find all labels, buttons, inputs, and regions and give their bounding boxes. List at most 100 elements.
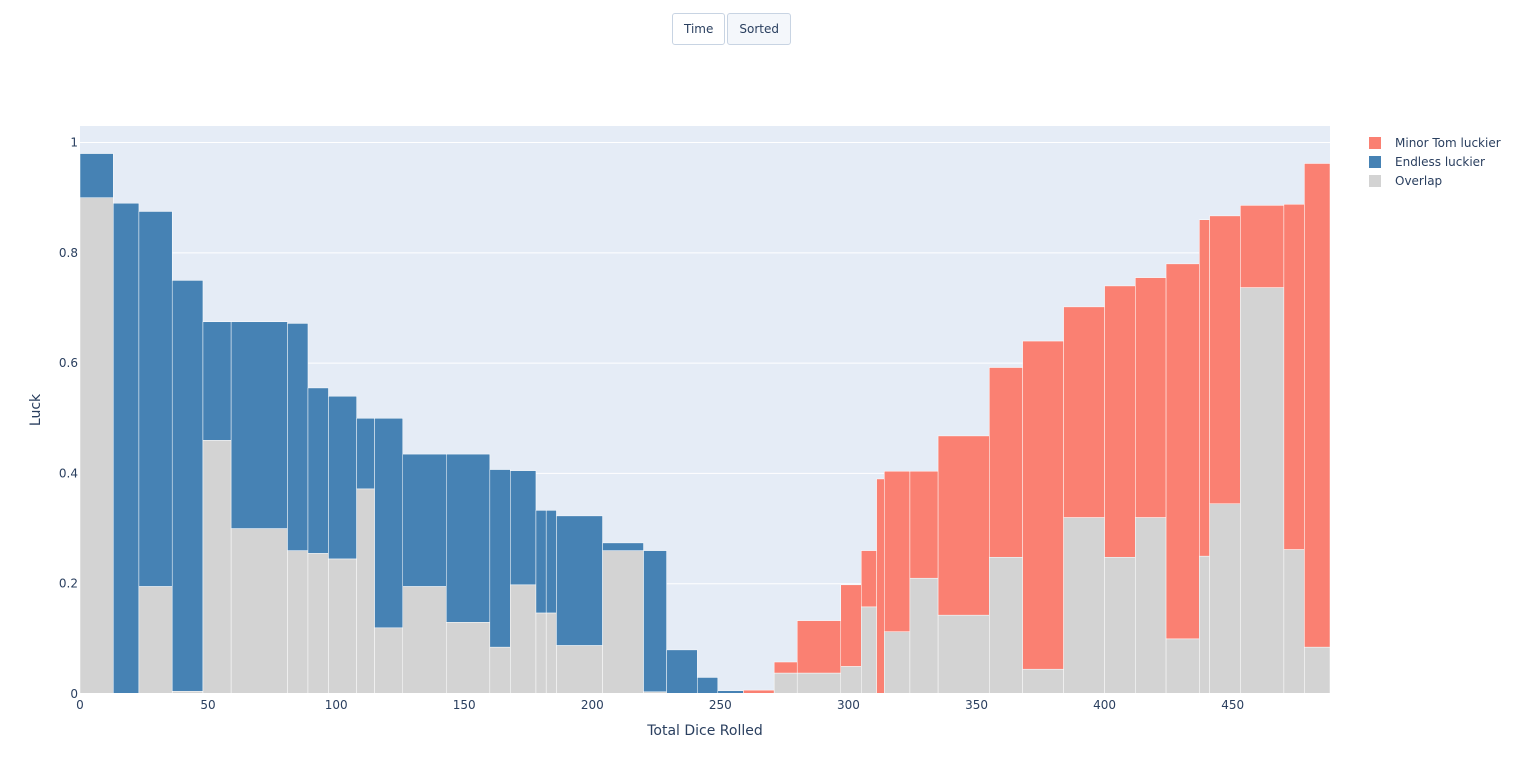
endless-bar[interactable] [535, 510, 547, 614]
minor-tom-bar[interactable] [1165, 263, 1200, 640]
legend-label-overlap: Overlap [1395, 173, 1443, 188]
overlap-bar[interactable] [545, 612, 557, 695]
y-tick-label: 0.6 [59, 356, 78, 370]
overlap-bar[interactable] [356, 488, 375, 695]
endless-bar[interactable] [374, 418, 403, 629]
x-tick-label: 350 [965, 698, 988, 712]
minor-tom-bar[interactable] [773, 661, 798, 674]
overlap-bar[interactable] [937, 614, 990, 695]
endless-bar[interactable] [643, 550, 667, 693]
minor-tom-bar[interactable] [796, 620, 842, 674]
legend-item-minor[interactable]: Minor Tom luckier [1369, 133, 1501, 152]
endless-bar[interactable] [356, 418, 375, 490]
view-toggle-group: Time Sorted [672, 13, 791, 45]
overlap-bar[interactable] [79, 197, 114, 695]
endless-bar[interactable] [697, 677, 719, 695]
minor-tom-bar[interactable] [1304, 163, 1331, 648]
endless-bar[interactable] [328, 395, 357, 560]
endless-bar[interactable] [510, 470, 537, 586]
x-tick-label: 300 [837, 698, 860, 712]
overlap-bar[interactable] [287, 550, 309, 695]
overlap-bar[interactable] [773, 672, 798, 695]
overlap-bar[interactable] [1304, 646, 1331, 695]
minor-tom-bar[interactable] [1022, 340, 1064, 670]
minor-tom-bar[interactable] [937, 435, 990, 616]
legend-item-endless[interactable]: Endless luckier [1369, 152, 1501, 171]
x-tick-label: 100 [325, 698, 348, 712]
x-tick-label: 400 [1093, 698, 1116, 712]
time-button[interactable]: Time [672, 13, 726, 45]
overlap-bar[interactable] [884, 631, 911, 695]
overlap-bar[interactable] [535, 612, 547, 695]
endless-bar[interactable] [556, 515, 603, 646]
overlap-bar[interactable] [602, 550, 644, 695]
y-axis-title: Luck [28, 393, 44, 426]
overlap-bar[interactable] [796, 672, 842, 695]
endless-bar[interactable] [602, 542, 644, 551]
legend-label-endless: Endless luckier [1395, 154, 1485, 169]
y-tick-label: 0.2 [59, 577, 78, 591]
endless-bar[interactable] [230, 321, 288, 529]
overlap-bar[interactable] [1165, 638, 1200, 695]
overlap-bar[interactable] [1209, 503, 1241, 695]
overlap-bar[interactable] [1240, 287, 1285, 695]
bars [79, 153, 1331, 695]
endless-bar[interactable] [666, 649, 698, 695]
endless-bar[interactable] [307, 387, 329, 554]
overlap-bar[interactable] [489, 646, 511, 695]
minor-tom-bar[interactable] [884, 470, 911, 632]
overlap-bar[interactable] [374, 627, 403, 695]
minor-tom-bar[interactable] [840, 584, 862, 667]
endless-bar[interactable] [287, 323, 309, 551]
minor-tom-bar[interactable] [876, 478, 885, 695]
overlap-bar[interactable] [840, 666, 862, 695]
endless-bar[interactable] [113, 202, 140, 695]
overlap-bar[interactable] [138, 586, 173, 695]
minor-tom-bar[interactable] [861, 550, 877, 608]
overlap-bar[interactable] [402, 586, 447, 695]
legend-item-overlap[interactable]: Overlap [1369, 171, 1501, 190]
overlap-bar[interactable] [446, 622, 491, 695]
legend-swatch-overlap [1369, 174, 1381, 187]
minor-tom-bar[interactable] [1283, 204, 1305, 550]
overlap-bar[interactable] [230, 528, 288, 695]
x-tick-label: 200 [581, 698, 604, 712]
overlap-bar[interactable] [202, 440, 232, 695]
overlap-bar[interactable] [1104, 556, 1136, 695]
minor-tom-bar[interactable] [1135, 277, 1167, 518]
overlap-bar[interactable] [1022, 668, 1064, 695]
minor-tom-bar[interactable] [909, 470, 939, 579]
x-tick-label: 450 [1221, 698, 1244, 712]
y-tick-label: 1 [70, 136, 78, 150]
minor-tom-bar[interactable] [1209, 215, 1241, 504]
sorted-button[interactable]: Sorted [727, 13, 791, 45]
overlap-bar[interactable] [909, 577, 939, 695]
overlap-bar[interactable] [510, 584, 537, 695]
endless-bar[interactable] [202, 321, 232, 441]
endless-bar[interactable] [138, 211, 173, 587]
overlap-bar[interactable] [1199, 555, 1210, 695]
endless-bar[interactable] [171, 280, 204, 692]
overlap-bar[interactable] [1283, 549, 1305, 695]
overlap-bar[interactable] [989, 556, 1023, 695]
overlap-bar[interactable] [307, 553, 329, 695]
x-tick-label: 0 [76, 698, 84, 712]
endless-bar[interactable] [489, 469, 511, 648]
minor-tom-bar[interactable] [1199, 219, 1210, 557]
overlap-bar[interactable] [1135, 517, 1167, 695]
minor-tom-bar[interactable] [1240, 205, 1285, 288]
endless-bar[interactable] [402, 453, 447, 587]
overlap-bar[interactable] [1063, 517, 1105, 695]
x-tick-label: 50 [200, 698, 215, 712]
endless-bar[interactable] [79, 153, 114, 198]
overlap-bar[interactable] [328, 558, 357, 695]
minor-tom-bar[interactable] [989, 367, 1023, 558]
overlap-bar[interactable] [861, 606, 877, 695]
y-tick-labels: 0 0.2 0.4 0.6 0.8 1 [59, 136, 78, 701]
minor-tom-bar[interactable] [1104, 285, 1136, 558]
minor-tom-bar[interactable] [1063, 306, 1105, 518]
endless-bar[interactable] [446, 453, 491, 623]
overlap-bar[interactable] [556, 645, 603, 695]
endless-bar[interactable] [545, 510, 557, 614]
